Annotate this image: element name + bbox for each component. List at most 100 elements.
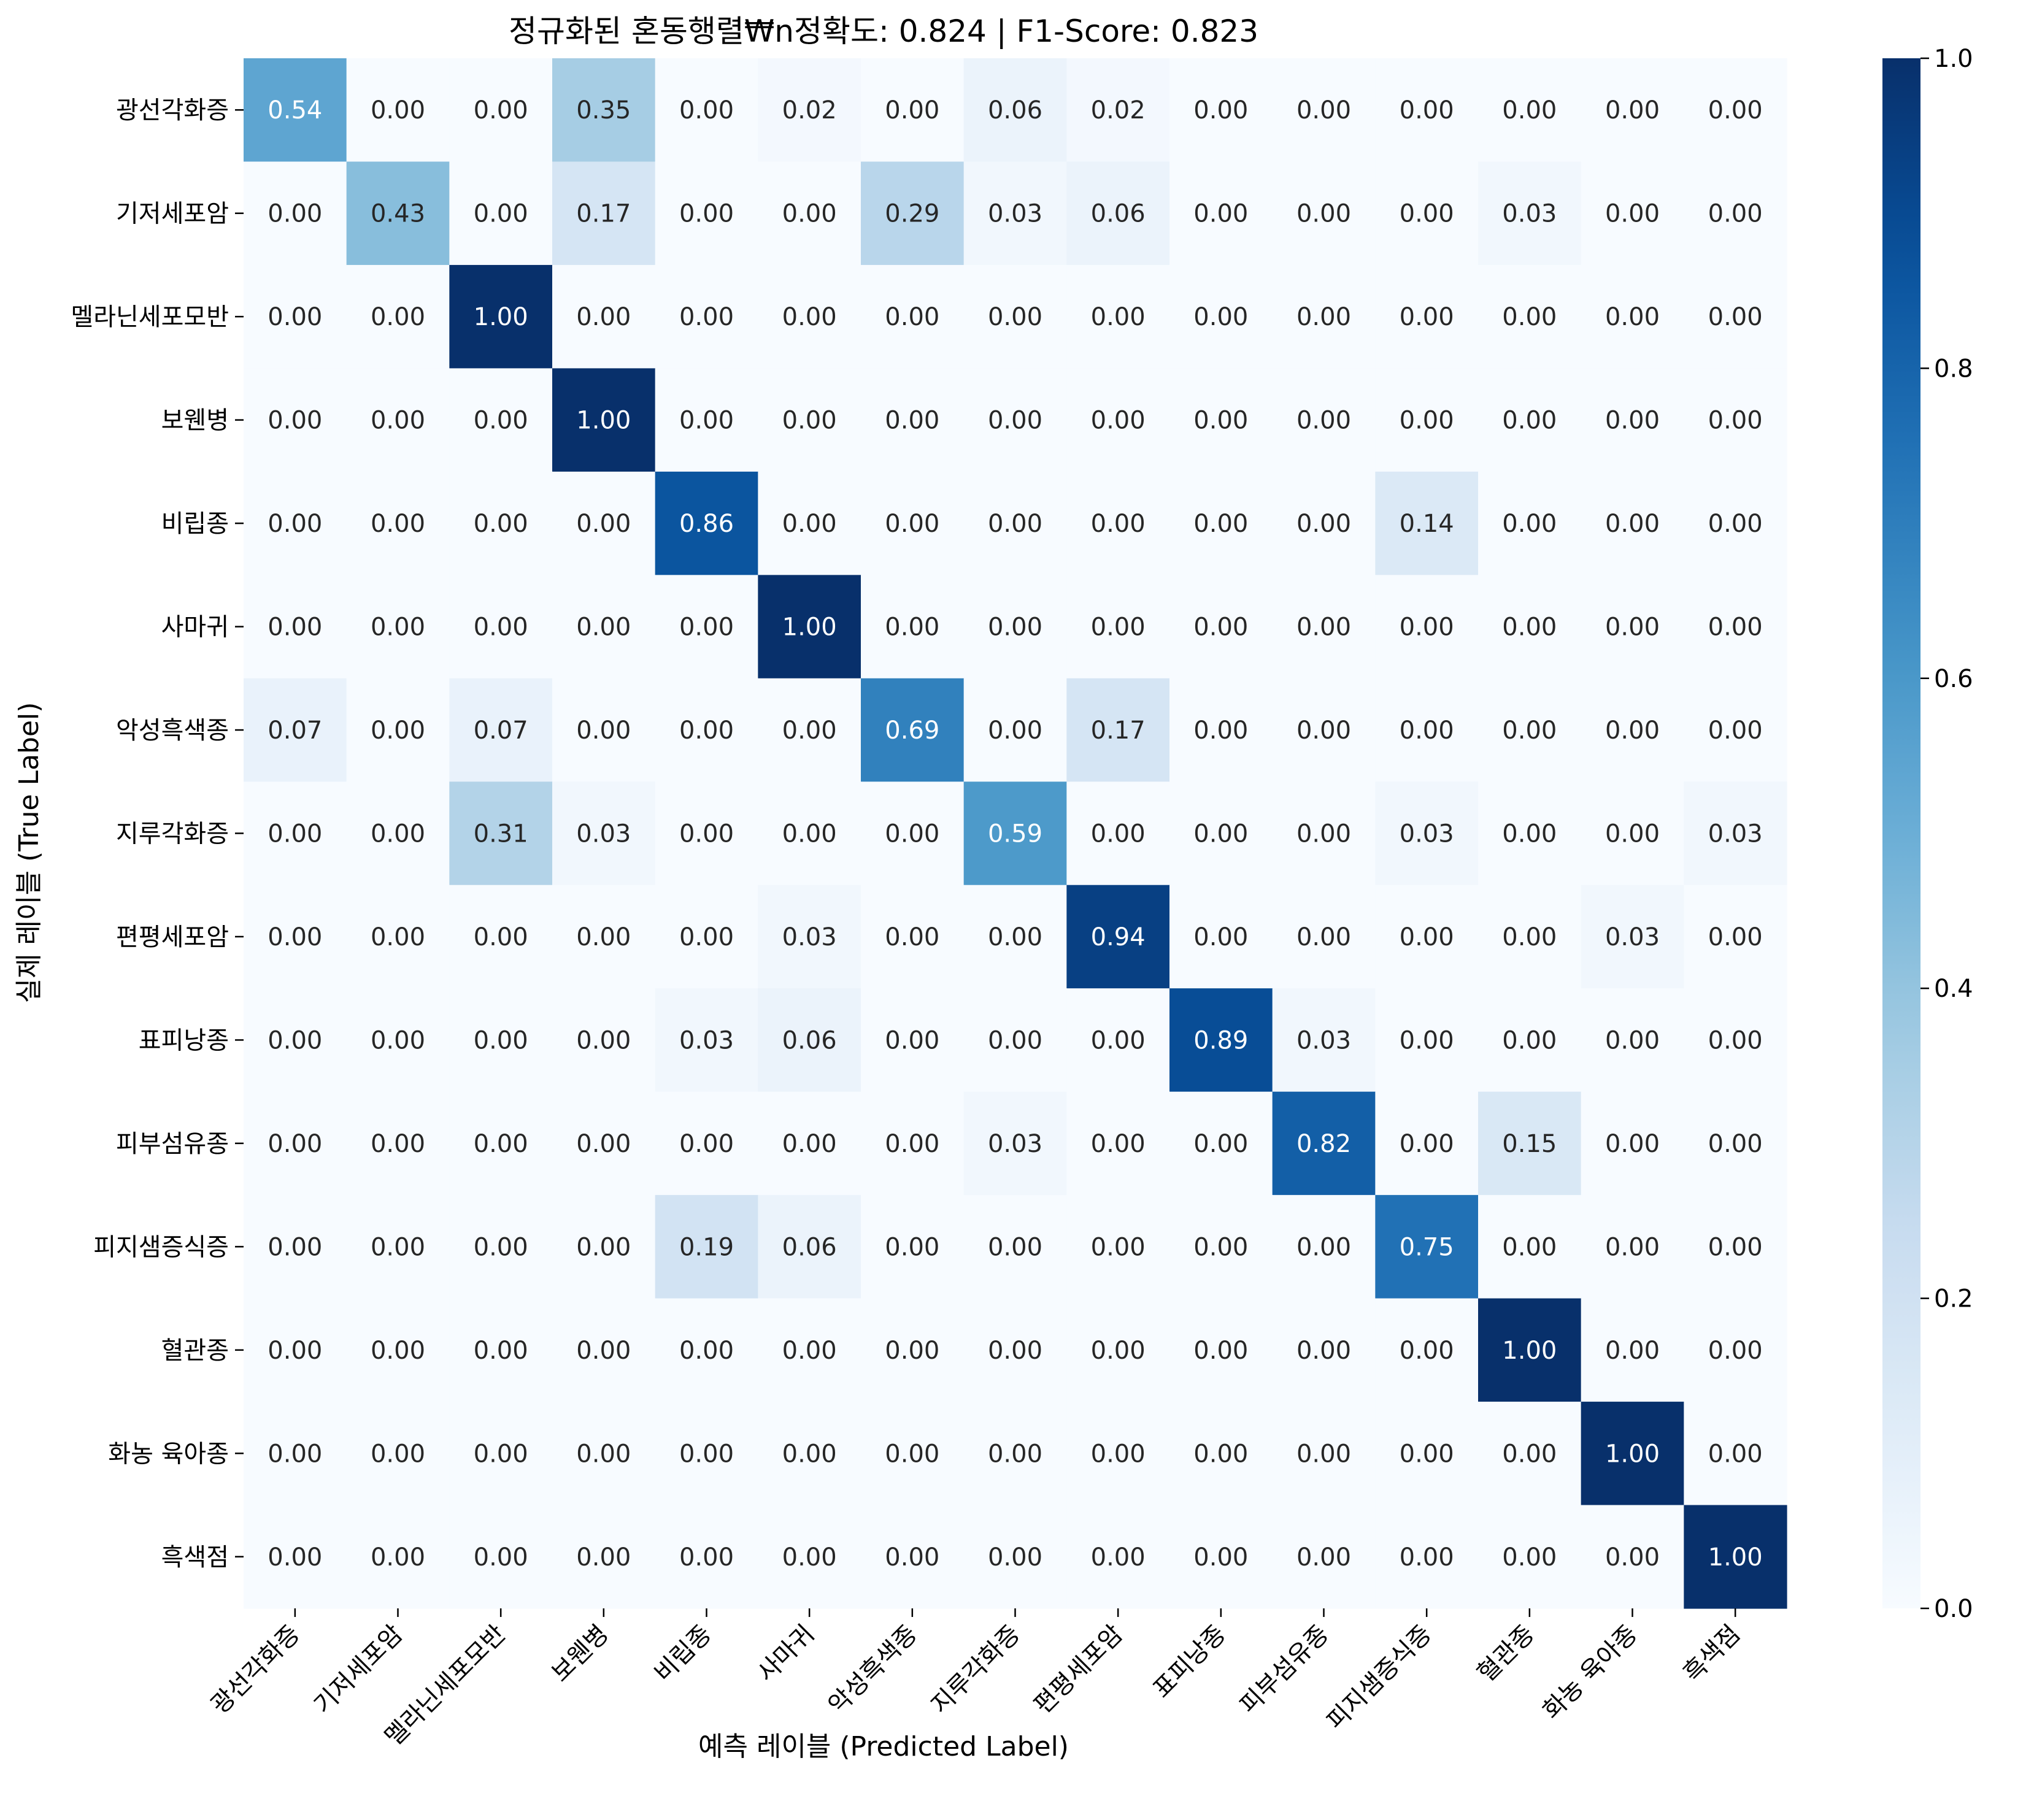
cell-value-label: 0.14	[1400, 510, 1454, 538]
heatmap-cell	[655, 678, 758, 782]
x-tick-label: 광선각화증	[206, 1620, 306, 1720]
cell-value-label: 0.00	[1400, 1130, 1454, 1158]
cell-value-label: 0.00	[1708, 510, 1763, 538]
heatmap-cell	[861, 1505, 965, 1609]
heatmap-cell	[963, 264, 1067, 369]
heatmap-cell	[244, 471, 347, 575]
cell-value-label: 0.69	[885, 716, 939, 745]
x-tick-label: 피부섬유종	[1235, 1620, 1335, 1720]
heatmap-cell	[1375, 678, 1479, 782]
heatmap-cell	[1478, 781, 1582, 886]
heatmap-cell	[552, 575, 656, 679]
cell-value-label: 0.00	[679, 303, 734, 331]
cell-value-label: 0.00	[1193, 1337, 1248, 1365]
cell-value-label: 0.00	[1708, 1440, 1763, 1468]
cell-value-label: 0.00	[1708, 1026, 1763, 1054]
heatmap-cell	[758, 575, 861, 679]
cell-value-label: 0.00	[1502, 613, 1557, 642]
cell-value-label: 0.00	[1605, 407, 1660, 435]
heatmap-cell	[1066, 575, 1170, 679]
cell-value-label: 0.00	[371, 96, 425, 125]
heatmap-cell	[1272, 678, 1376, 782]
cell-value-label: 0.00	[1400, 1440, 1454, 1468]
heatmap-cell	[1169, 1195, 1273, 1299]
heatmap-cell	[1478, 678, 1582, 782]
cell-value-label: 0.07	[474, 716, 528, 745]
heatmap-cell	[1581, 781, 1684, 886]
heatmap-cell	[552, 678, 656, 782]
cell-value-label: 0.00	[268, 1130, 322, 1158]
cell-value-label: 0.00	[268, 1233, 322, 1261]
cell-value-label: 0.00	[576, 1233, 631, 1261]
cell-value-label: 0.00	[1502, 716, 1557, 745]
cell-value-label: 0.00	[371, 1337, 425, 1365]
cell-value-label: 0.00	[1605, 1130, 1660, 1158]
heatmap-cell	[244, 368, 347, 472]
cell-value-label: 0.00	[679, 820, 734, 848]
cell-value-label: 0.00	[782, 1543, 837, 1572]
heatmap-cell	[1066, 264, 1170, 369]
heatmap-cell	[861, 471, 965, 575]
heatmap-cell	[1066, 781, 1170, 886]
heatmap-cell	[346, 1402, 450, 1506]
cell-value-label: 0.00	[371, 1543, 425, 1572]
heatmap-cell	[861, 161, 965, 266]
colorbar-tick-label: 0.6	[1934, 665, 1973, 693]
heatmap-cell	[1375, 885, 1479, 989]
x-tick-label: 지루각화증	[926, 1620, 1026, 1720]
heatmap-cell	[1272, 575, 1376, 679]
cell-value-label: 0.00	[1502, 1233, 1557, 1261]
heatmap-cell	[1375, 161, 1479, 266]
cell-value-label: 0.00	[1091, 1130, 1146, 1158]
heatmap-cell	[1066, 368, 1170, 472]
cell-value-label: 0.00	[679, 1337, 734, 1365]
heatmap-cell	[346, 1091, 450, 1196]
heatmap-cell	[1169, 471, 1273, 575]
cell-value-label: 0.00	[1605, 820, 1660, 848]
heatmap-cell	[1684, 264, 1787, 369]
heatmap-cell	[758, 988, 861, 1092]
cell-value-label: 0.00	[885, 923, 939, 951]
heatmap-cell	[1581, 58, 1684, 163]
cell-value-label: 0.03	[988, 200, 1042, 228]
heatmap-cell	[861, 1298, 965, 1402]
heatmap-cell	[1478, 1402, 1582, 1506]
heatmap-cell	[1375, 988, 1479, 1092]
heatmap-cell	[963, 1402, 1067, 1506]
heatmap-cell	[655, 471, 758, 575]
x-tick-label: 피지샘증식증	[1322, 1620, 1438, 1736]
y-tick-label: 멜라닌세포모반	[71, 303, 229, 331]
y-tick-label: 악성흑색종	[116, 716, 229, 745]
heatmap-cell	[244, 781, 347, 886]
cell-value-label: 0.59	[988, 820, 1042, 848]
heatmap-cell	[1478, 368, 1582, 472]
heatmap-cell	[1581, 368, 1684, 472]
heatmap-cell	[655, 368, 758, 472]
x-tick-label: 기저세포암	[309, 1620, 409, 1720]
cell-value-label: 0.00	[268, 923, 322, 951]
heatmap-cell	[346, 1298, 450, 1402]
heatmap-cell	[758, 678, 861, 782]
heatmap-cell	[552, 988, 656, 1092]
heatmap-cell	[655, 781, 758, 886]
heatmap-cell	[655, 161, 758, 266]
cell-value-label: 0.00	[1091, 303, 1146, 331]
cell-value-label: 0.00	[988, 613, 1042, 642]
heatmap-cell	[1375, 471, 1479, 575]
cell-value-label: 0.00	[782, 200, 837, 228]
cell-value-label: 0.00	[268, 1543, 322, 1572]
heatmap-cell	[655, 1195, 758, 1299]
heatmap-cell	[1581, 1195, 1684, 1299]
heatmap-cell	[346, 58, 450, 163]
cell-value-label: 0.00	[1400, 303, 1454, 331]
heatmap-cell	[758, 1298, 861, 1402]
heatmap-cell	[1478, 575, 1582, 679]
heatmap-cell	[861, 885, 965, 989]
cell-value-label: 0.00	[371, 1233, 425, 1261]
cell-value-label: 0.00	[1502, 303, 1557, 331]
cell-value-label: 0.00	[1708, 303, 1763, 331]
heatmap-cell	[963, 1195, 1067, 1299]
cell-value-label: 1.00	[1502, 1337, 1557, 1365]
heatmap-cell	[1169, 1402, 1273, 1506]
colorbar: 0.0 0.2 0.4 0.6 0.8 1.0	[1882, 45, 1973, 1623]
